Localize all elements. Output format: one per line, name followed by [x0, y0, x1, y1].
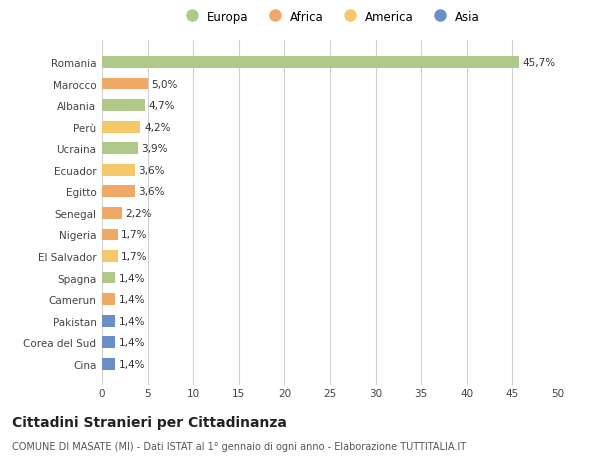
Bar: [102, 122, 140, 133]
Text: 1,4%: 1,4%: [118, 295, 145, 304]
Text: 1,7%: 1,7%: [121, 252, 148, 262]
Text: 3,6%: 3,6%: [139, 165, 165, 175]
Text: 2,2%: 2,2%: [126, 208, 152, 218]
Bar: [102, 251, 118, 263]
Text: 4,7%: 4,7%: [149, 101, 175, 111]
Text: 3,9%: 3,9%: [141, 144, 168, 154]
Bar: [102, 294, 115, 305]
Text: 1,4%: 1,4%: [118, 273, 145, 283]
Text: 1,4%: 1,4%: [118, 316, 145, 326]
Bar: [102, 315, 115, 327]
Text: 45,7%: 45,7%: [523, 58, 556, 68]
Text: 1,4%: 1,4%: [118, 359, 145, 369]
Bar: [102, 186, 135, 198]
Bar: [102, 100, 145, 112]
Bar: [102, 207, 122, 219]
Bar: [102, 229, 118, 241]
Bar: [102, 164, 135, 176]
Text: 1,4%: 1,4%: [118, 337, 145, 347]
Text: 5,0%: 5,0%: [151, 79, 178, 90]
Text: 4,2%: 4,2%: [144, 123, 170, 132]
Bar: [102, 336, 115, 348]
Text: Cittadini Stranieri per Cittadinanza: Cittadini Stranieri per Cittadinanza: [12, 415, 287, 429]
Bar: [102, 143, 137, 155]
Text: COMUNE DI MASATE (MI) - Dati ISTAT al 1° gennaio di ogni anno - Elaborazione TUT: COMUNE DI MASATE (MI) - Dati ISTAT al 1°…: [12, 441, 466, 451]
Text: 1,7%: 1,7%: [121, 230, 148, 240]
Legend: Europa, Africa, America, Asia: Europa, Africa, America, Asia: [175, 6, 485, 28]
Bar: [102, 78, 148, 90]
Bar: [102, 272, 115, 284]
Bar: [102, 57, 519, 69]
Bar: [102, 358, 115, 370]
Text: 3,6%: 3,6%: [139, 187, 165, 197]
